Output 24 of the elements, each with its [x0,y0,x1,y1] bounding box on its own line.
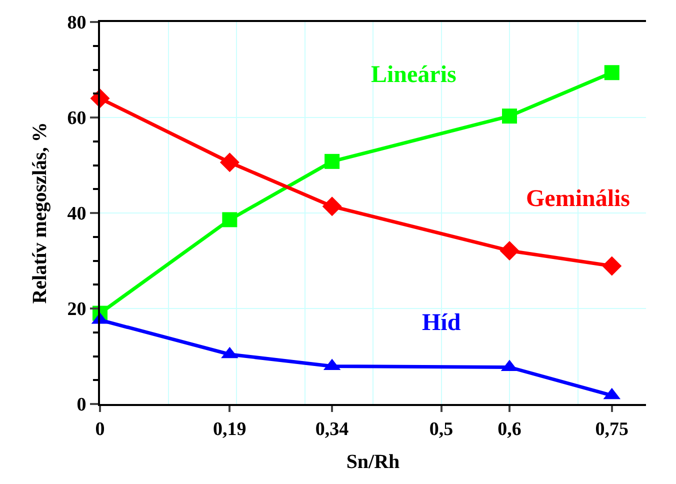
x-axis-title: Sn/Rh [346,450,400,473]
series-label: Lineáris [371,62,456,88]
y-tick-label: 20 [67,299,86,320]
series-label: Geminális [526,186,630,212]
point [222,212,238,228]
x-tick-label: 0,34 [315,418,350,440]
point [322,196,342,216]
x-tick-label: 0,5 [429,418,454,440]
point [324,154,340,169]
y-tick-label: 40 [67,204,86,225]
y-axis-title: Relatív megoszlás, % [29,122,52,304]
x-tick-label: 0,19 [213,418,246,440]
y-tick-label: 80 [67,12,86,34]
point [502,108,517,124]
point [604,65,620,80]
x-tick-label: 0,75 [595,418,629,440]
x-tick-label: 0,6 [498,418,522,440]
point [500,240,520,260]
y-tick-label: 0 [76,394,86,416]
point [220,152,240,172]
x-tick-label: 0 [95,418,105,440]
point [602,256,622,276]
series-label: Híd [422,310,462,336]
y-tick-label: 60 [67,108,86,130]
